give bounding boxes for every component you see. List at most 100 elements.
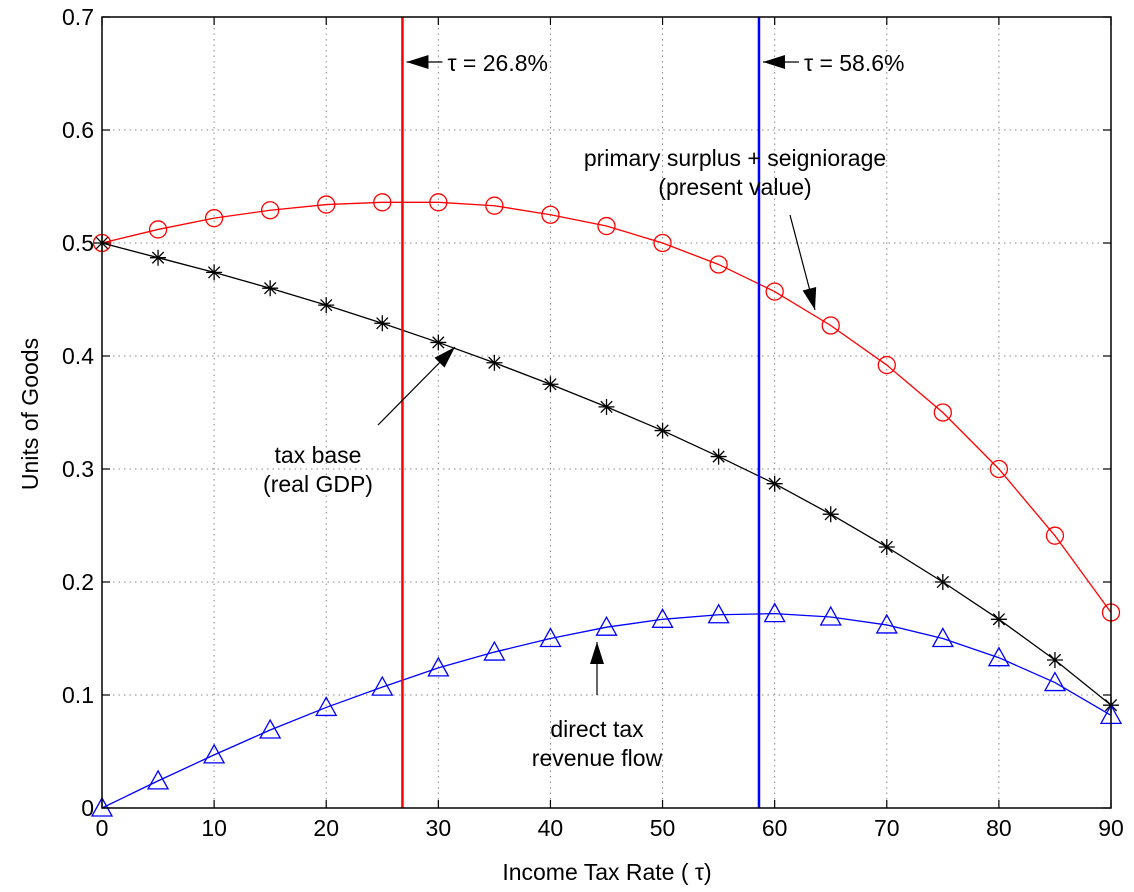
series-line	[101, 612, 1112, 809]
y-tick-label: 0.6	[62, 117, 94, 143]
x-tick-label: 70	[874, 815, 900, 841]
annotation-line: primary surplus + seigniorage	[584, 145, 886, 171]
circle-marker	[261, 201, 280, 220]
x-tick-label: 80	[986, 815, 1012, 841]
circle-marker	[597, 216, 616, 236]
triangle-marker	[707, 603, 730, 624]
star-marker	[150, 249, 167, 266]
series-line	[101, 201, 1112, 613]
y-tick-label: 0.7	[62, 4, 94, 30]
circle-marker	[204, 208, 224, 228]
tau-arrow	[762, 55, 799, 69]
surplus-annotation: primary surplus + seigniorage (present va…	[584, 145, 886, 200]
circle-marker	[821, 316, 840, 335]
x-tick-label: 0	[96, 815, 109, 841]
series-layer	[90, 193, 1123, 817]
triangle-marker	[539, 627, 562, 648]
circle-marker	[541, 205, 560, 224]
triangle-marker	[315, 696, 338, 717]
circle-marker	[709, 255, 728, 274]
tax-revenue-series	[90, 602, 1123, 817]
annotation-line: (real GDP)	[263, 471, 373, 497]
arrow-head	[406, 55, 429, 69]
star-marker	[990, 611, 1007, 628]
tau-arrow	[406, 55, 443, 69]
y-tick-label: 0.5	[62, 230, 94, 256]
circle-marker	[1045, 526, 1065, 545]
star-marker	[766, 475, 783, 492]
circle-marker	[765, 282, 784, 301]
star-marker	[374, 315, 391, 332]
arrow-head	[762, 55, 785, 69]
circle-marker	[877, 355, 896, 375]
annotation-arrow	[789, 214, 817, 311]
triangle-marker	[595, 615, 618, 636]
circle-marker	[653, 233, 672, 253]
x-tick-label: 50	[650, 815, 676, 841]
annotation-line: (present value)	[658, 174, 811, 200]
tau-label: τ = 58.6%	[804, 50, 905, 76]
triangle-marker	[259, 718, 282, 739]
y-axis-title: Units of Goods	[17, 338, 43, 490]
y-tick-label: 0.2	[62, 569, 94, 595]
star-marker	[934, 574, 951, 590]
arrow-head	[434, 347, 455, 368]
tax-revenue-annotation: direct tax revenue flow	[532, 716, 663, 771]
annotation-line: revenue flow	[532, 745, 663, 771]
circle-marker	[317, 195, 336, 214]
circle-marker	[933, 403, 952, 422]
tax-base-series	[94, 235, 1119, 714]
triangle-marker	[931, 627, 954, 648]
annotation-layer: τ = 26.8% τ = 58.6% primary surplus + seig…	[263, 50, 904, 771]
star-marker	[206, 264, 223, 281]
x-tick-label: 10	[201, 815, 227, 841]
star-marker	[1046, 651, 1063, 668]
annotation-line: direct tax	[550, 716, 644, 742]
triangle-marker	[483, 640, 506, 661]
y-tick-label: 0.3	[62, 456, 94, 482]
surplus-seigniorage-series	[92, 193, 1121, 622]
triangle-marker	[875, 613, 898, 634]
star-marker	[598, 398, 615, 415]
star-marker	[542, 376, 559, 393]
triangle-marker	[146, 769, 170, 790]
circle-marker	[373, 193, 392, 212]
star-marker	[710, 448, 727, 465]
y-tick-label: 0.1	[62, 682, 94, 708]
tax-base-annotation: tax base (real GDP)	[263, 442, 373, 497]
triangle-marker	[819, 605, 842, 626]
triangle-marker	[1043, 671, 1067, 692]
circle-marker	[485, 196, 504, 215]
star-marker	[822, 506, 839, 523]
x-tick-label: 40	[538, 815, 564, 841]
tick-layer: 0 10 20 30 40 50 60 70 80 90 0 0.1 0.2 0.3 0.4 0.5 0.6 0.…	[62, 4, 1124, 841]
annotation-arrow	[377, 346, 456, 426]
star-marker	[486, 354, 503, 371]
annotation-arrow	[590, 642, 604, 695]
star-marker	[430, 334, 447, 351]
arrow-head	[802, 286, 817, 310]
triangle-marker	[763, 602, 786, 623]
star-marker	[878, 538, 895, 555]
circle-marker	[429, 193, 448, 212]
plot-frame	[101, 16, 1112, 809]
circle-marker	[148, 220, 168, 239]
triangle-marker	[371, 675, 394, 696]
circle-marker	[989, 459, 1009, 479]
x-tick-label: 20	[313, 815, 339, 841]
triangle-marker	[987, 646, 1010, 667]
x-tick-label: 60	[762, 815, 788, 841]
y-tick-label: 0	[81, 795, 94, 821]
triangle-marker	[427, 656, 450, 677]
star-marker	[262, 280, 279, 297]
triangle-marker	[90, 796, 114, 817]
triangle-marker	[651, 607, 674, 628]
star-marker	[318, 297, 335, 314]
arrow-head	[590, 642, 604, 664]
triangle-marker	[203, 743, 226, 764]
x-tick-label: 90	[1098, 815, 1124, 841]
x-tick-label: 30	[426, 815, 452, 841]
vline-layer	[401, 17, 761, 808]
tau-label: τ = 26.8%	[447, 50, 548, 76]
